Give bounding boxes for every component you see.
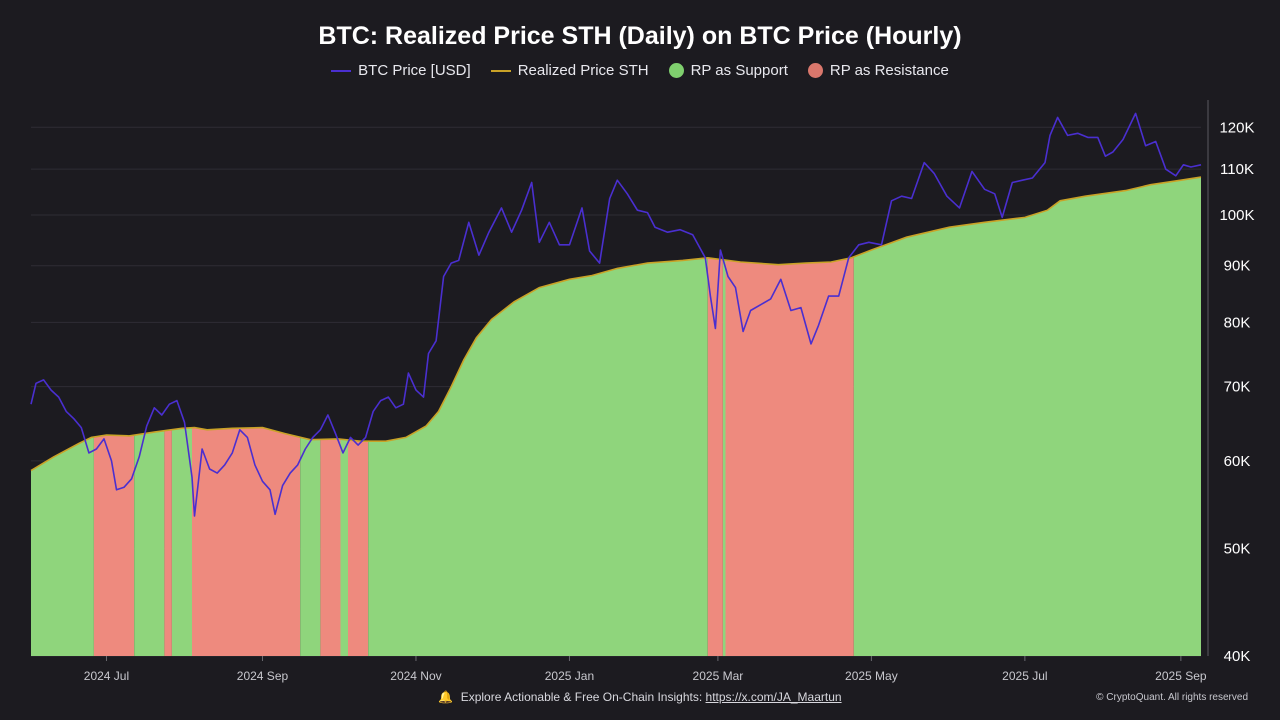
axes: 120K 110K 100K 90K 80K 70K 60K 50K 40K 2024 Jul 20…: [84, 100, 1255, 683]
y-tick-label: 90K: [1224, 258, 1251, 275]
regime-areas: [31, 177, 1201, 656]
x-tick-label: 2024 Sep: [237, 669, 289, 683]
support-region: [31, 437, 94, 656]
btc-price-line: [30, 112, 1202, 517]
x-tick-label: 2024 Jul: [84, 669, 129, 683]
resistance-region: [348, 439, 369, 656]
resistance-region: [93, 435, 135, 656]
resistance-region: [707, 257, 723, 656]
support-dot-swatch: [668, 63, 684, 78]
resistance-region: [725, 256, 854, 656]
footer: 🔔 Explore Actionable & Free On-Chain Ins…: [0, 690, 1280, 704]
chart-legend: BTC Price [USD] Realized Price STH RP as…: [0, 62, 1280, 79]
realized-price-line: [30, 176, 1202, 472]
support-region: [368, 257, 708, 656]
x-tick-label: 2024 Nov: [390, 669, 441, 683]
legend-item-support[interactable]: RP as Support: [668, 62, 788, 79]
x-tick-label: 2025 Jan: [545, 669, 594, 683]
support-region: [853, 177, 1201, 656]
resistance-region: [164, 429, 172, 656]
footer-prefix: Explore Actionable & Free On-Chain Insig…: [460, 690, 703, 704]
legend-label-resistance: RP as Resistance: [829, 62, 949, 79]
x-tick-label: 2025 Mar: [693, 669, 744, 683]
y-tick-label: 60K: [1224, 453, 1251, 470]
resistance-dot-swatch: [807, 63, 823, 78]
realized-price-line-swatch: [490, 69, 511, 72]
y-tick-label: 100K: [1219, 207, 1254, 224]
legend-label-btc-price: BTC Price [USD]: [358, 62, 471, 79]
x-tick-label: 2025 May: [845, 669, 898, 683]
legend-item-realized-price[interactable]: Realized Price STH: [490, 62, 649, 79]
bell-icon: 🔔: [438, 690, 454, 704]
copyright-credit: © CryptoQuant. All rights reserved: [1096, 692, 1248, 703]
legend-item-resistance[interactable]: RP as Resistance: [807, 62, 949, 79]
y-tick-label: 110K: [1220, 161, 1254, 178]
chart-title: BTC: Realized Price STH (Daily) on BTC P…: [318, 22, 962, 50]
resistance-region: [320, 438, 341, 656]
y-tick-label: 70K: [1224, 379, 1251, 396]
support-region: [722, 259, 726, 656]
support-region: [171, 427, 192, 656]
resistance-region: [192, 427, 301, 656]
support-region: [300, 437, 321, 656]
y-tick-label: 120K: [1219, 119, 1254, 136]
footer-link[interactable]: https://x.com/JA_Maartun: [705, 690, 842, 704]
support-region: [134, 430, 165, 656]
series-lines: [30, 112, 1202, 517]
x-tick-label: 2025 Sep: [1155, 669, 1207, 683]
legend-item-btc-price[interactable]: BTC Price [USD]: [331, 62, 471, 79]
y-tick-label: 40K: [1224, 648, 1251, 665]
legend-label-support: RP as Support: [690, 62, 788, 79]
y-tick-label: 50K: [1224, 541, 1251, 558]
btc-price-line-swatch: [331, 69, 352, 72]
legend-label-realized-price: Realized Price STH: [517, 62, 649, 79]
x-tick-label: 2025 Jul: [1002, 669, 1047, 683]
support-region: [340, 439, 348, 656]
y-tick-label: 80K: [1224, 314, 1251, 331]
